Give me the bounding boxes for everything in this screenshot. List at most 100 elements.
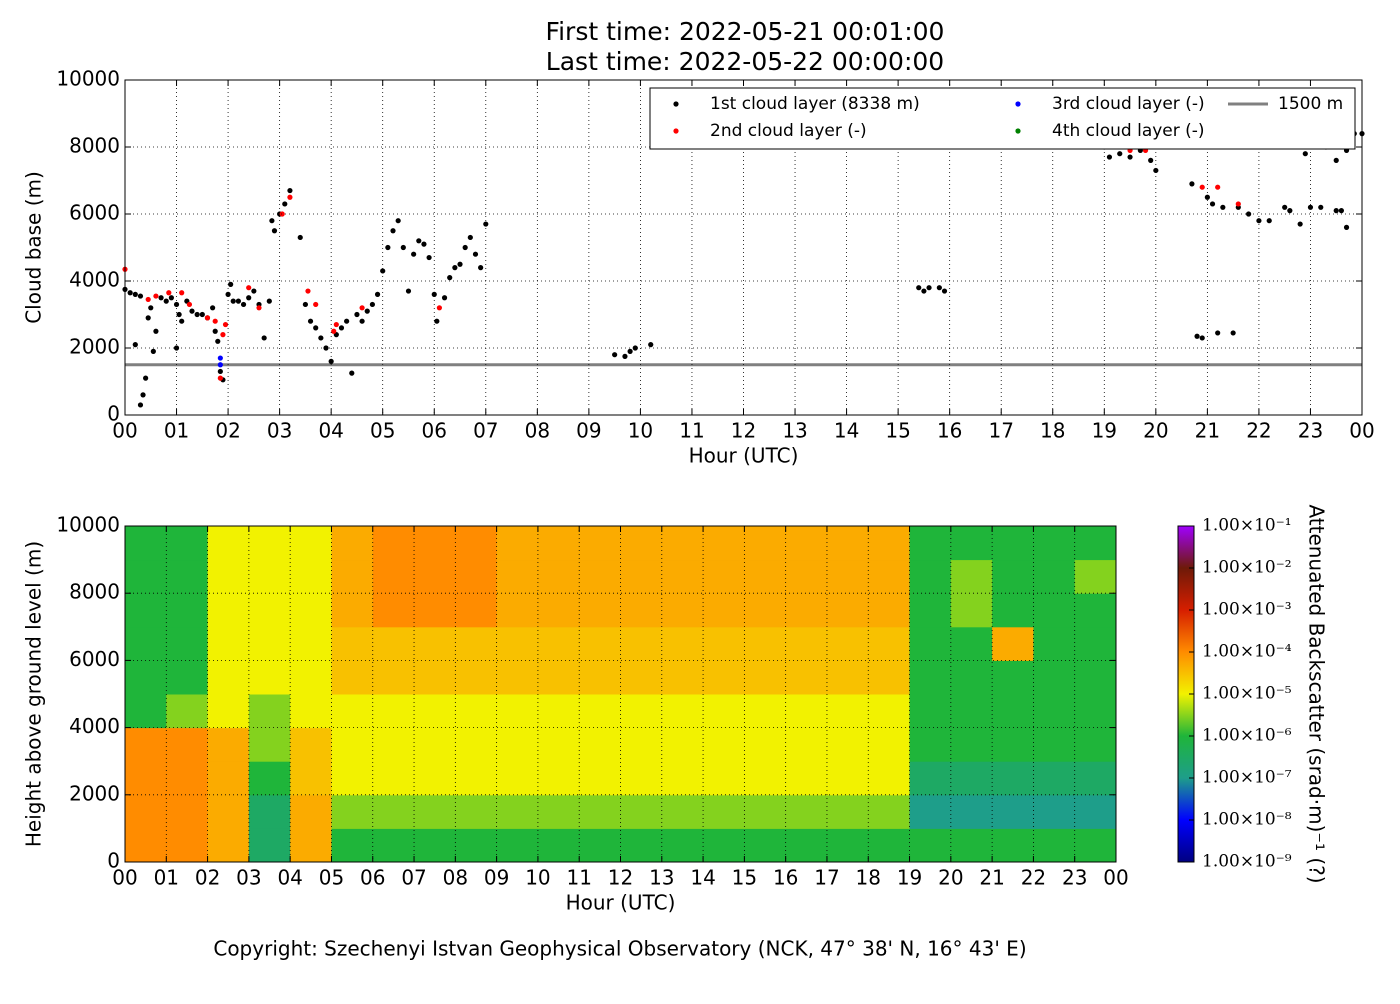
heat-cell [372, 660, 415, 695]
heat-cell [414, 593, 456, 628]
heat-cell [1074, 593, 1117, 628]
heat-cell [290, 828, 332, 863]
cloud-point [648, 342, 654, 348]
heat-cell [537, 694, 580, 729]
heat-cell [290, 559, 332, 594]
heat-cell [620, 761, 663, 796]
heat-cell [248, 593, 291, 628]
heat-cell [661, 794, 704, 829]
heat-cell [579, 761, 621, 796]
cloud-point [240, 301, 247, 308]
x-tick-label: 21 [979, 866, 1004, 890]
heat-cell [290, 794, 332, 829]
cloud-point [1199, 335, 1205, 341]
heat-cell [909, 761, 952, 796]
cloud-point [447, 275, 453, 281]
heat-cell [744, 828, 787, 863]
heat-cell [207, 526, 250, 561]
heat-cell [125, 559, 167, 594]
heat-cell [331, 559, 374, 594]
cloud-point [217, 368, 223, 375]
legend-label: 3rd cloud layer (-) [1052, 94, 1205, 114]
cloud-point [261, 335, 267, 341]
x-tick-label: 00 [1103, 866, 1128, 890]
cloud-point [385, 244, 391, 251]
y-tick-label: 8000 [69, 134, 120, 158]
heat-cell [455, 694, 498, 729]
cloud-point [179, 318, 185, 324]
cloud-point [462, 244, 468, 251]
y-tick-label: 10000 [56, 67, 120, 91]
cloud-point [328, 358, 334, 364]
heat-cell [826, 794, 869, 829]
heat-cell [372, 559, 415, 594]
heat-cell [579, 626, 621, 661]
heat-cell [909, 660, 952, 695]
cloud-point [1106, 154, 1113, 160]
heat-cell [744, 794, 787, 829]
cloud-point [302, 301, 308, 308]
heat-cell [868, 526, 911, 561]
cloud-point [189, 308, 195, 314]
cloud-point [916, 285, 922, 291]
y-tick-label: 0 [107, 402, 120, 426]
x-tick-label: 05 [370, 419, 395, 443]
cloud-point [632, 345, 638, 351]
x-tick-label: 19 [1092, 419, 1117, 443]
heat-cell [992, 727, 1034, 762]
cloud-point [127, 290, 133, 296]
heat-cell [992, 626, 1034, 661]
heat-cell [166, 828, 209, 863]
heat-cell [1074, 626, 1117, 661]
x-tick-label: 11 [566, 866, 591, 890]
cloud-point [467, 234, 473, 241]
heat-cell [1033, 828, 1076, 863]
x-tick-label: 22 [1246, 419, 1271, 443]
cloud-point [148, 305, 154, 311]
heat-cell [1074, 559, 1117, 594]
cloud-point [166, 290, 172, 296]
heat-cell [455, 626, 498, 661]
cloud-point [441, 295, 448, 301]
heat-cell [1074, 761, 1117, 796]
heat-cell [207, 794, 250, 829]
heat-cell [125, 593, 167, 628]
x-tick-label: 07 [473, 419, 498, 443]
x-tick-label: 17 [814, 866, 839, 890]
cloud-point [210, 305, 216, 311]
cloud-point [921, 288, 927, 294]
cloud-point [426, 254, 432, 261]
heat-cell [372, 794, 415, 829]
heat-cell [620, 694, 663, 729]
heat-cell [744, 727, 787, 762]
cloud-point [269, 218, 275, 224]
heat-cell [125, 694, 167, 729]
cloud-point [1338, 208, 1344, 214]
heat-cell [1033, 794, 1076, 829]
heat-cell [579, 828, 621, 863]
cloud-point [338, 325, 345, 331]
heat-cell [909, 828, 952, 863]
heat-cell [166, 761, 209, 796]
legend-label: 2nd cloud layer (-) [710, 121, 867, 141]
heat-cell [331, 660, 374, 695]
heat-cell [414, 694, 456, 729]
heat-cell [537, 526, 580, 561]
heat-cell [620, 626, 663, 661]
heat-cell [909, 794, 952, 829]
title-line: First time: 2022-05-21 00:01:00 [546, 17, 945, 46]
cloud-point [222, 321, 229, 328]
colorbar-tick-label: 1.00×10⁻⁴ [1202, 642, 1292, 662]
cloud-point [228, 281, 234, 287]
heat-cell [579, 593, 621, 628]
heat-cell [950, 794, 993, 829]
heat-cell [537, 727, 580, 762]
heat-cell [661, 828, 704, 863]
heat-cell [744, 694, 787, 729]
x-tick-label: 02 [215, 419, 240, 443]
cloud-point [434, 318, 440, 324]
heat-cell [909, 694, 952, 729]
heat-cell [207, 694, 250, 729]
cloud-point [1343, 224, 1350, 230]
heat-cell [207, 660, 250, 695]
